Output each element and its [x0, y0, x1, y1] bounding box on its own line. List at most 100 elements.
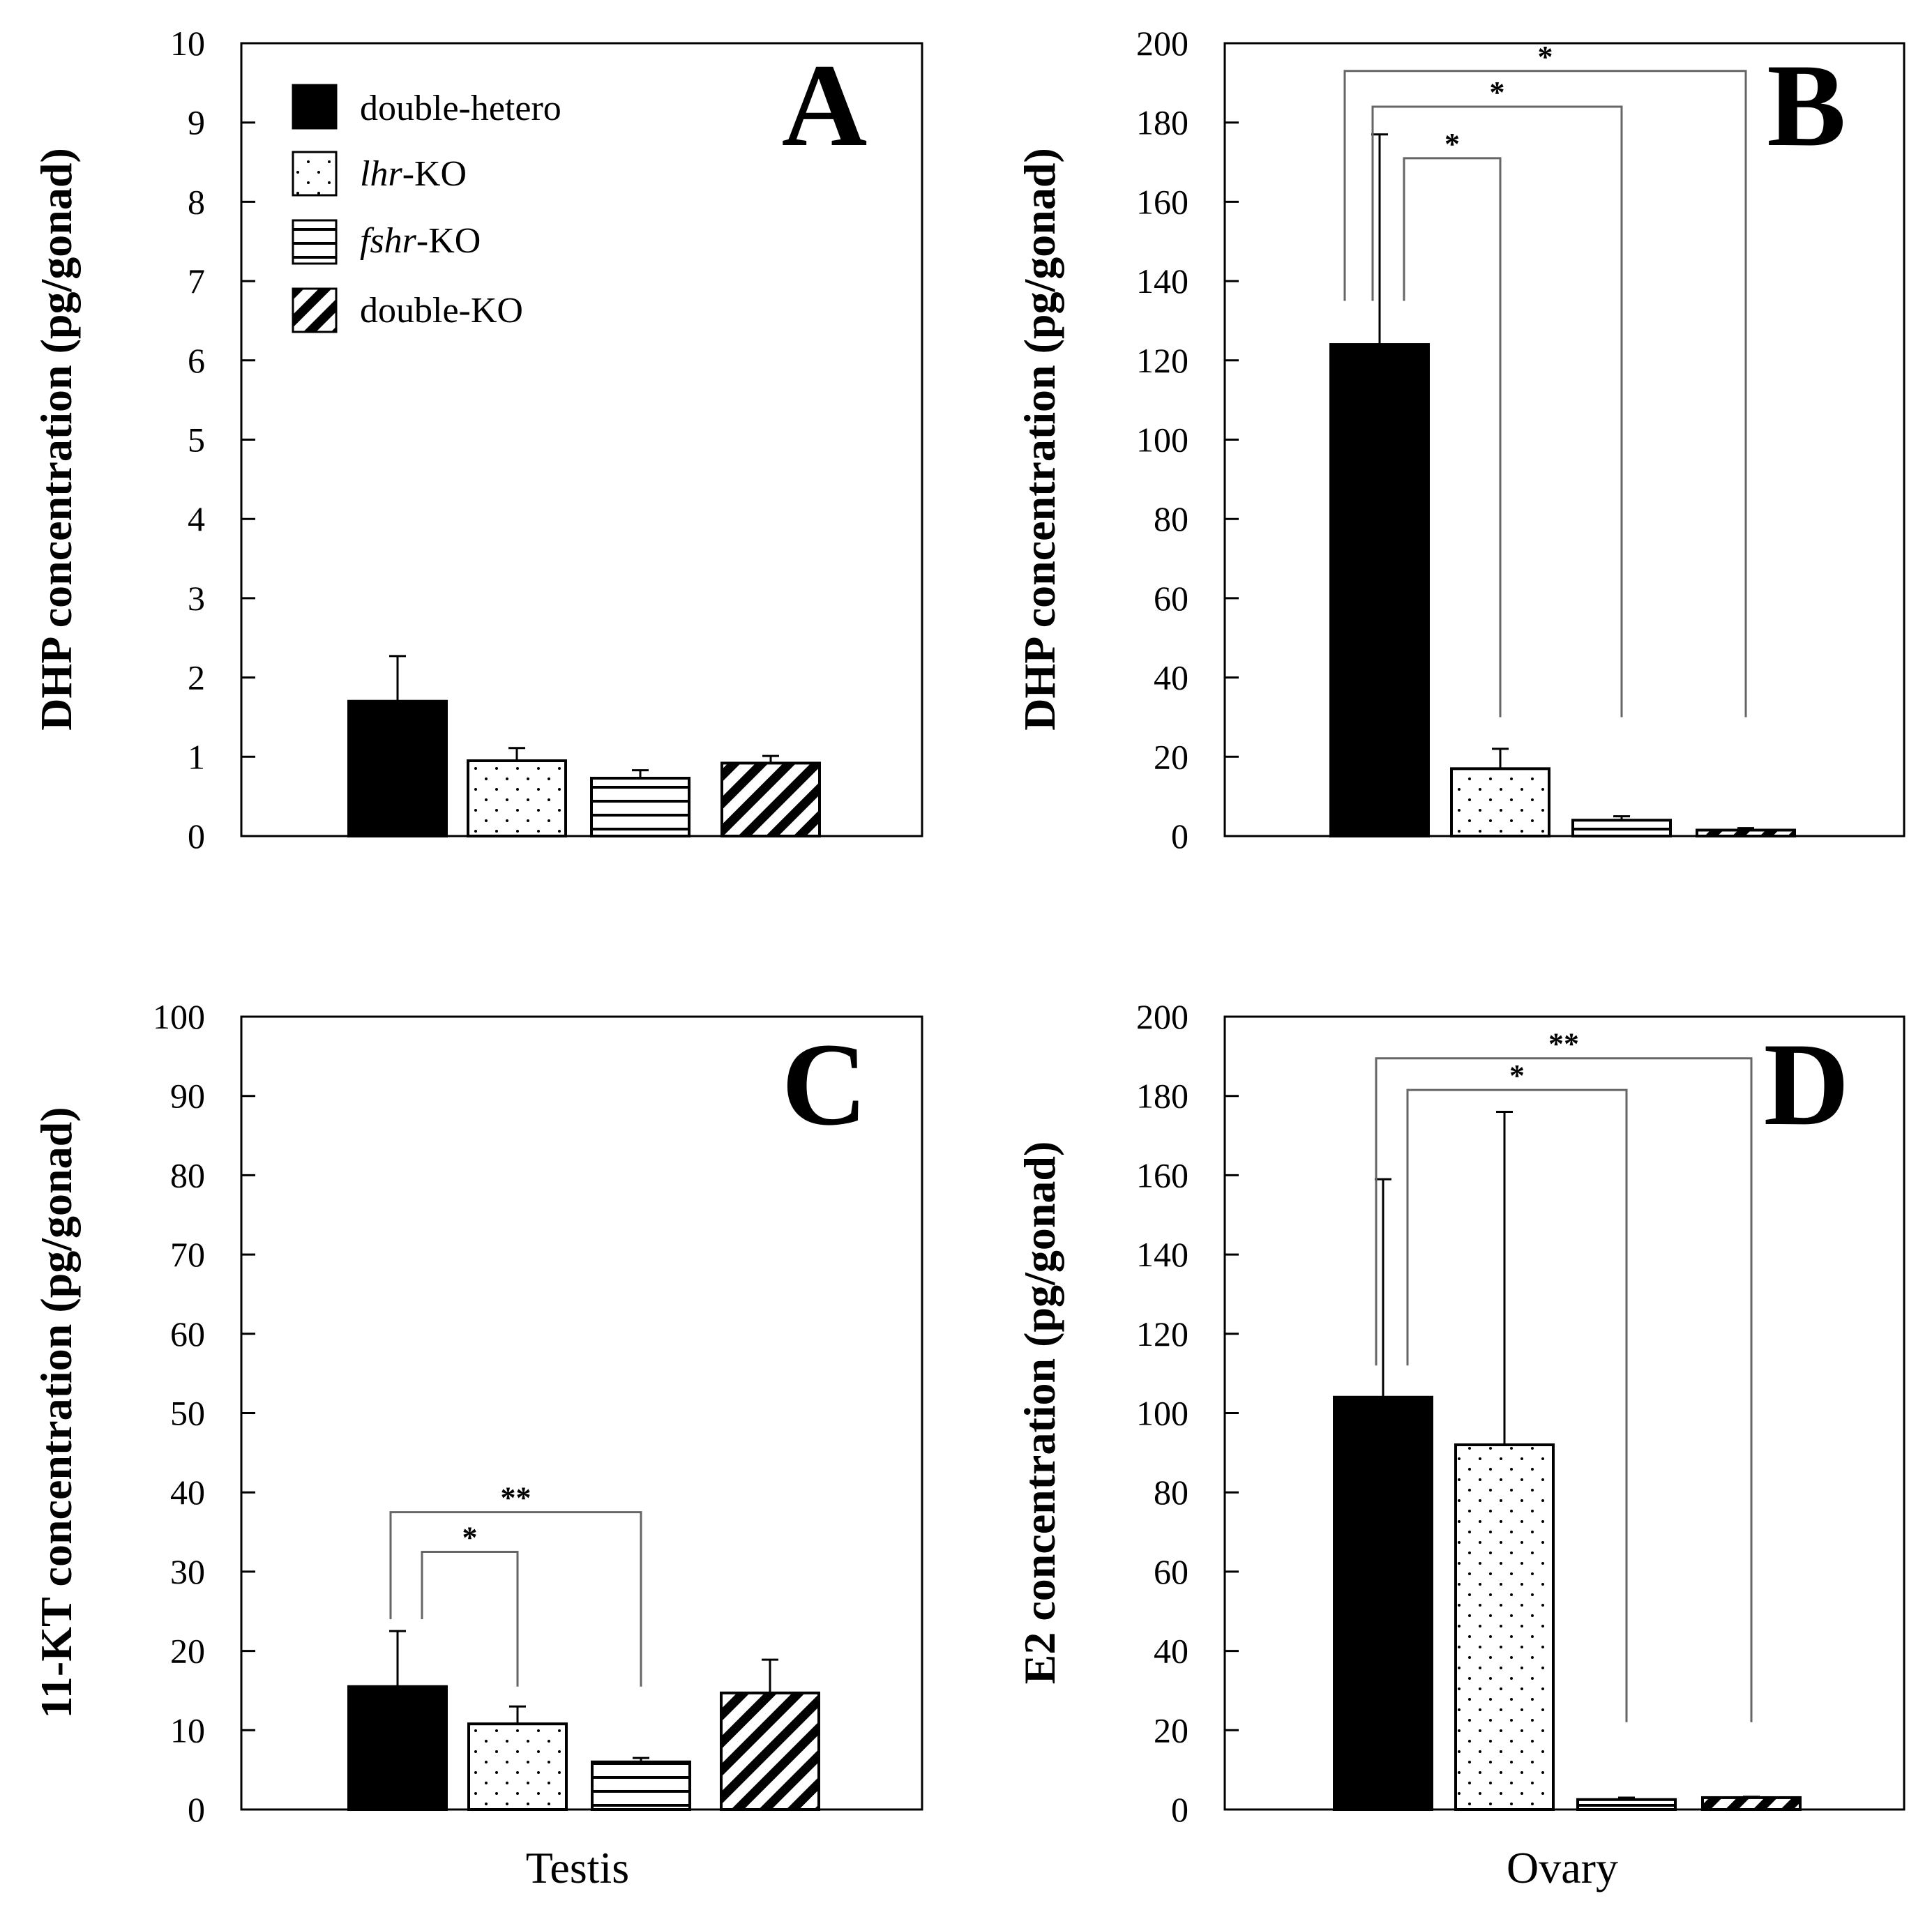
panel-d-tick-label-180: 180 — [1136, 1077, 1188, 1116]
panel-c-tick-label-60: 60 — [170, 1314, 205, 1353]
panel-b-error-bar-fshr-ko — [1613, 815, 1630, 821]
legend-label-fshr-ko: fshr-KO — [360, 221, 481, 261]
panel-a-tick-label-10: 10 — [170, 24, 205, 63]
panel-b-letter: B — [1767, 40, 1846, 171]
panel-c-tick-label-10: 10 — [170, 1710, 205, 1750]
panel-b-tick-label-100: 100 — [1136, 420, 1188, 460]
panel-d-error-bar-lhr-ko — [1496, 1110, 1513, 1445]
legend-item-lhr-ko: lhr-KO — [292, 151, 467, 197]
panel-b-tick-label-160: 160 — [1136, 182, 1188, 221]
legend-label-double-hetero: double-hetero — [360, 89, 561, 128]
panel-a-y-axis-title: DHP concentration (pg/gonad) — [31, 148, 81, 731]
panel-d-tick-label-140: 140 — [1136, 1235, 1188, 1274]
panel-b-tick-label-200: 200 — [1136, 24, 1188, 63]
panel-a-tick-label-4: 4 — [188, 499, 205, 538]
panel-a-tick-label-6: 6 — [188, 341, 205, 380]
panel-b-bars — [1329, 133, 1796, 838]
panel-a-tick-label-3: 3 — [188, 579, 205, 618]
panel-c-significance: *** — [389, 1481, 642, 1687]
panel-a-tick-label-8: 8 — [188, 182, 205, 221]
panel-c-x-axis-title: Testis — [526, 1843, 629, 1892]
panel-d-tick-label-200: 200 — [1136, 997, 1188, 1036]
panel-c-error-bar-double-ko — [762, 1658, 778, 1693]
panel-a-error-bar-double-ko — [762, 754, 779, 764]
panel-b-error-bar-lhr-ko — [1492, 748, 1509, 769]
panel-c-tick-label-50: 50 — [170, 1394, 205, 1433]
panel-d-bar-fshr-ko — [1576, 1798, 1677, 1812]
panel-d-error-bar-double-ko — [1743, 1796, 1760, 1798]
panel-c-error-bar-double-hetero — [389, 1630, 406, 1687]
panel-b-significance-bracket-3 — [1343, 70, 1747, 718]
panel-b-significance-label-2: * — [1490, 75, 1505, 109]
panel-c-bars — [347, 1630, 820, 1812]
panel-b-tick-label-180: 180 — [1136, 103, 1188, 142]
panel-a: A DHP concentration (pg/gonad) 0 1 2 3 4 5 6 7 8… — [31, 24, 923, 856]
panel-c-tick-label-30: 30 — [170, 1552, 205, 1591]
panel-c-significance-bracket-2 — [389, 1511, 642, 1687]
panel-d-ticks: 0 20 40 60 80 100 120 140 160 180 200 — [1136, 997, 1239, 1829]
panel-d-error-bar-fshr-ko — [1618, 1796, 1635, 1800]
panel-a-letter: A — [782, 40, 868, 171]
panel-a-tick-label-1: 1 — [188, 737, 205, 776]
panel-a-tick-label-2: 2 — [188, 658, 205, 697]
legend-item-double-ko: double-KO — [292, 287, 523, 333]
panel-a-ticks: 0 1 2 3 4 5 6 7 8 9 10 — [170, 24, 255, 856]
panel-a-bar-double-hetero — [347, 699, 448, 838]
panel-c-tick-label-100: 100 — [153, 997, 205, 1036]
panel-d-letter: D — [1764, 1019, 1850, 1150]
panel-b-error-bar-double-hetero — [1371, 133, 1388, 345]
panel-c-ticks: 0 10 20 30 40 50 60 70 80 90 100 — [153, 997, 255, 1829]
panel-b-significance-label-3: * — [1538, 40, 1553, 74]
panel-a-tick-label-9: 9 — [188, 103, 205, 142]
panel-c: C 11-KT concentration (pg/gonad) Testis … — [31, 997, 923, 1892]
panel-a-error-bar-double-hetero — [389, 655, 406, 701]
panel-d-error-bar-double-hetero — [1375, 1178, 1391, 1397]
panel-b-tick-label-0: 0 — [1171, 817, 1188, 856]
legend-item-double-hetero: double-hetero — [292, 84, 561, 130]
panel-d-significance-label-1: * — [1509, 1059, 1525, 1093]
legend-swatch-double-hetero — [292, 84, 338, 130]
panel-c-tick-label-0: 0 — [188, 1790, 205, 1829]
panel-b-tick-label-60: 60 — [1154, 579, 1188, 618]
panel-b-tick-label-120: 120 — [1136, 341, 1188, 380]
panel-d-bars — [1333, 1110, 1802, 1812]
legend-label-lhr-ko: lhr-KO — [360, 154, 467, 194]
panel-b-significance-bracket-1 — [1403, 157, 1502, 718]
panel-c-tick-label-80: 80 — [170, 1155, 205, 1194]
panel-b-bar-lhr-ko — [1450, 767, 1550, 837]
panel-c-bar-fshr-ko — [591, 1760, 691, 1812]
legend-swatch-double-ko — [292, 287, 338, 333]
legend-swatch-lhr-ko — [292, 151, 338, 197]
panel-d-significance-bracket-1 — [1406, 1088, 1628, 1722]
legend-swatch-fshr-ko — [292, 219, 338, 265]
panel-d-tick-label-160: 160 — [1136, 1155, 1188, 1194]
panel-c-tick-label-70: 70 — [170, 1235, 205, 1274]
panel-b-error-bar-double-ko — [1737, 827, 1754, 830]
panel-d-significance: *** — [1375, 1027, 1753, 1722]
panel-d-tick-label-100: 100 — [1136, 1394, 1188, 1433]
legend: double-hetero lhr-KO fshr-KO double-KO — [292, 84, 561, 333]
panel-c-significance-label-1: * — [462, 1520, 478, 1554]
panel-b-ticks: 0 20 40 60 80 100 120 140 160 180 200 — [1136, 24, 1239, 856]
panel-d-tick-label-80: 80 — [1154, 1473, 1188, 1512]
panel-d-bar-lhr-ko — [1454, 1443, 1555, 1811]
panel-a-bars — [347, 655, 821, 838]
panel-c-bar-double-hetero — [347, 1685, 448, 1811]
panel-d-tick-label-20: 20 — [1154, 1710, 1188, 1750]
panel-c-letter: C — [782, 1019, 868, 1150]
panel-c-error-bar-lhr-ko — [509, 1705, 526, 1724]
panel-a-tick-label-7: 7 — [188, 261, 205, 301]
panel-a-tick-label-0: 0 — [188, 817, 205, 856]
panel-a-tick-label-5: 5 — [188, 420, 205, 460]
panel-a-bar-fshr-ko — [590, 776, 690, 838]
panel-b-tick-label-20: 20 — [1154, 737, 1188, 776]
panel-d-tick-label-60: 60 — [1154, 1552, 1188, 1591]
panel-d-significance-bracket-2 — [1375, 1057, 1753, 1722]
panel-c-tick-label-90: 90 — [170, 1077, 205, 1116]
panel-c-bar-lhr-ko — [467, 1722, 568, 1812]
panel-b-tick-label-140: 140 — [1136, 261, 1188, 301]
panel-d-tick-label-40: 40 — [1154, 1632, 1188, 1671]
panel-d-bar-double-ko — [1701, 1796, 1802, 1812]
panel-c-bar-double-ko — [720, 1691, 820, 1812]
